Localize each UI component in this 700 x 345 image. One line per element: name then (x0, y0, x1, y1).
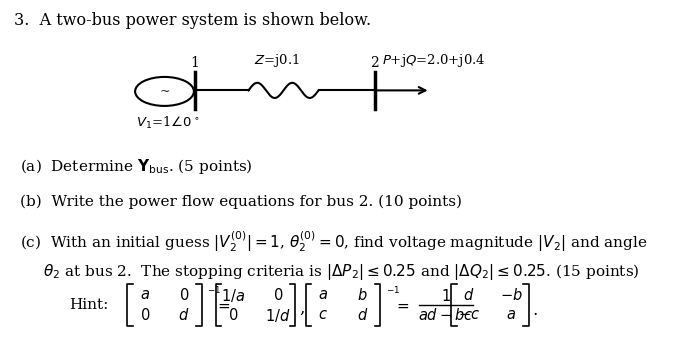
Text: $1/a$: $1/a$ (221, 287, 245, 304)
Text: $d$: $d$ (178, 307, 190, 323)
Text: ,: , (300, 300, 305, 317)
Text: .: . (532, 302, 538, 319)
Text: $-b$: $-b$ (500, 287, 522, 303)
Text: $b$: $b$ (357, 287, 368, 303)
Text: $-c$: $-c$ (458, 308, 480, 322)
Text: $a$: $a$ (318, 288, 328, 302)
Text: $0$: $0$ (228, 307, 238, 323)
Text: $1/d$: $1/d$ (265, 307, 290, 324)
Text: $^{-1}$: $^{-1}$ (207, 286, 221, 299)
Text: ~: ~ (160, 85, 169, 98)
Text: 1: 1 (190, 56, 199, 70)
Text: (c)  With an initial guess $|V_2^{(0)}| = 1$, $\theta_2^{(0)} = 0$, find voltage: (c) With an initial guess $|V_2^{(0)}| =… (20, 229, 648, 254)
Text: $0$: $0$ (179, 287, 189, 303)
Text: $^{-1}$: $^{-1}$ (386, 286, 400, 299)
Text: $a$: $a$ (506, 308, 516, 322)
Text: $0$: $0$ (273, 287, 283, 303)
Text: (b)  Write the power flow equations for bus 2. (10 points): (b) Write the power flow equations for b… (20, 195, 461, 209)
Text: Hint:: Hint: (69, 298, 108, 312)
Text: $ad - bc$: $ad - bc$ (418, 307, 474, 323)
Text: $P$+j$Q$=2.0+j0.4: $P$+j$Q$=2.0+j0.4 (382, 52, 485, 69)
Text: 2: 2 (370, 56, 379, 70)
Text: $=$: $=$ (215, 298, 230, 312)
Text: $d$: $d$ (357, 307, 368, 323)
Text: $=$: $=$ (395, 298, 410, 312)
Text: $1$: $1$ (441, 288, 451, 304)
Text: (a)  Determine $\mathbf{Y}_{\mathrm{bus}}$. (5 points): (a) Determine $\mathbf{Y}_{\mathrm{bus}}… (20, 157, 252, 176)
Text: $c$: $c$ (318, 308, 328, 322)
Text: $Z$=j0.1: $Z$=j0.1 (253, 52, 300, 69)
Text: $0$: $0$ (140, 307, 150, 323)
Text: $a$: $a$ (140, 288, 150, 302)
Text: $\theta_2$ at bus 2.  The stopping criteria is $|\Delta P_2| \leq 0.25$ and $|\D: $\theta_2$ at bus 2. The stopping criter… (43, 262, 640, 282)
Text: $V_1$=1$\angle 0^\circ$: $V_1$=1$\angle 0^\circ$ (136, 115, 199, 131)
Text: $d$: $d$ (463, 287, 475, 303)
Text: 3.  A two-bus power system is shown below.: 3. A two-bus power system is shown below… (14, 12, 371, 29)
